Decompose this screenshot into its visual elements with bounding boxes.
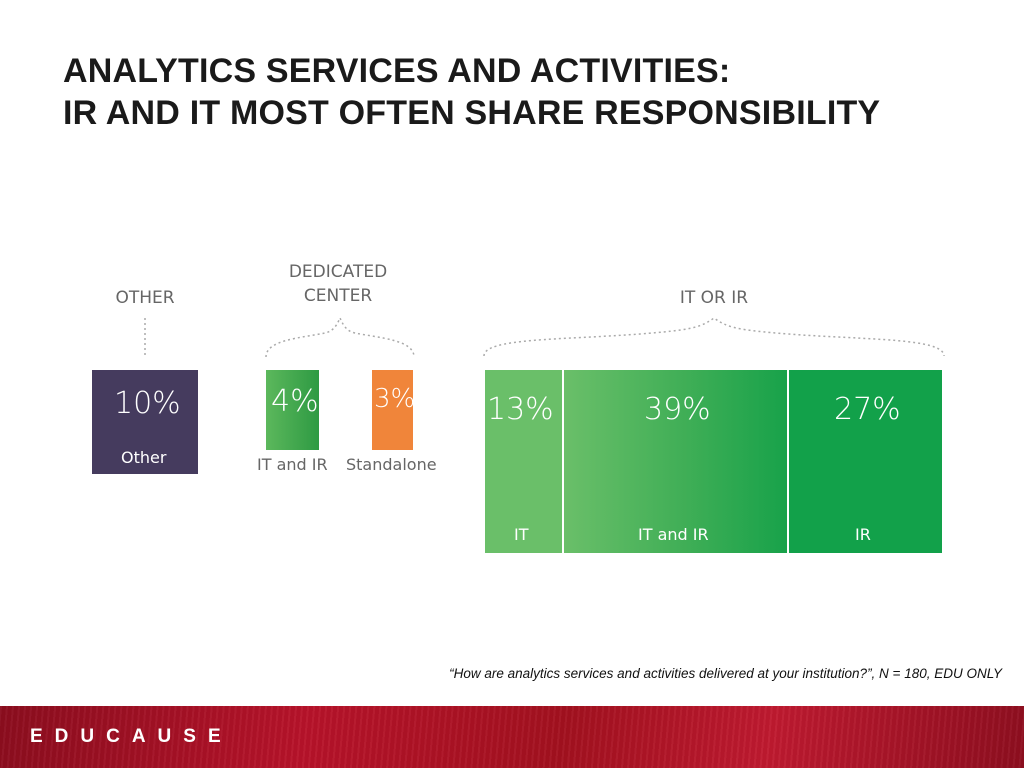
value-label-other: 10%	[114, 386, 181, 421]
bar-dedicated-it-and-ir: 4%	[266, 370, 319, 450]
bar-ir: 27% IR	[789, 370, 942, 553]
value-label-it: 13%	[487, 392, 554, 427]
footer-bar: EDUCAUSE	[0, 706, 1024, 768]
group-label-other: OTHER	[115, 288, 175, 308]
bar-it: 13% IT	[485, 370, 562, 553]
group-label-it-or-ir: IT OR IR	[679, 288, 749, 308]
educause-logo: EDUCAUSE	[30, 726, 233, 747]
category-label-ir: IR	[855, 525, 871, 544]
survey-footnote: “How are analytics services and activiti…	[449, 666, 1002, 681]
category-label-it-and-ir: IT and IR	[638, 525, 709, 544]
value-label-dedicated-it-and-ir: 4%	[271, 384, 319, 419]
bar-dedicated-standalone: 3%	[372, 370, 416, 450]
title-line-2: IR AND IT MOST OFTEN SHARE RESPONSIBILIT…	[63, 94, 881, 132]
value-label-dedicated-standalone: 3%	[374, 384, 416, 414]
value-label-ir: 27%	[834, 392, 901, 427]
category-label-it: IT	[514, 525, 529, 544]
bar-other: 10% Other	[92, 370, 198, 474]
category-label-dedicated-it-and-ir: IT and IR	[257, 455, 328, 474]
value-label-it-and-ir: 39%	[644, 392, 711, 427]
dedicated-center-brace	[265, 316, 415, 358]
bar-it-and-ir: 39% IT and IR	[564, 370, 787, 553]
page-title: ANALYTICS SERVICES AND ACTIVITIES: IR AN…	[63, 50, 880, 134]
category-label-other: Other	[121, 448, 167, 467]
title-line-1: ANALYTICS SERVICES AND ACTIVITIES:	[63, 52, 731, 90]
category-label-dedicated-standalone: Standalone	[346, 455, 437, 474]
group-label-dedicated-center: DEDICATED CENTER	[288, 262, 388, 306]
it-or-ir-brace	[483, 317, 945, 357]
